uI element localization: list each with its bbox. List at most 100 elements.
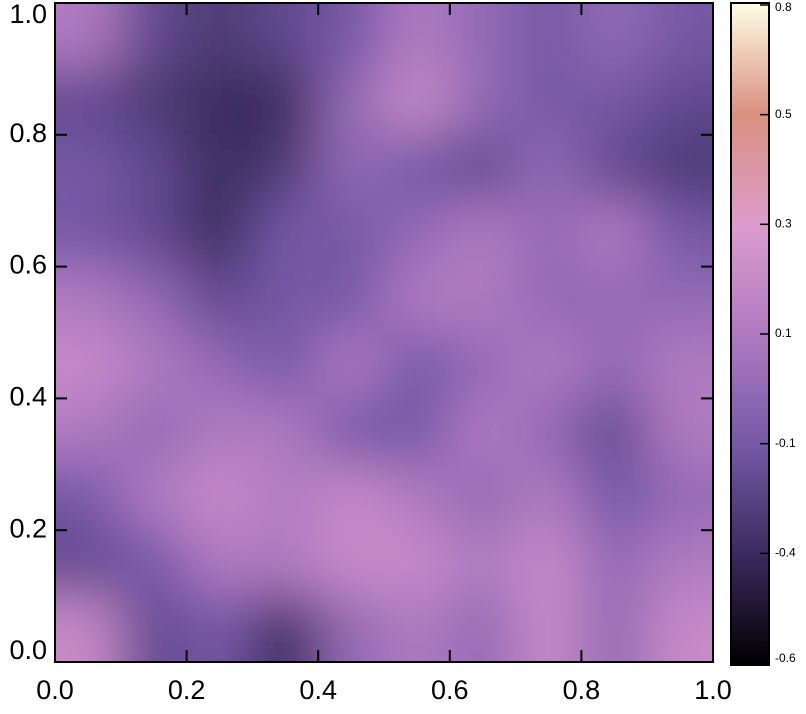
heatmap-cell: [317, 3, 385, 70]
heatmap-cell: [580, 463, 648, 531]
heatmap-cell: [120, 134, 188, 202]
heatmap-cell: [449, 200, 517, 268]
y-tick-label: 1.0: [9, 0, 47, 29]
heatmap-cell: [383, 266, 451, 333]
heatmap-cell: [186, 200, 253, 268]
heatmap-cell: [646, 68, 713, 136]
heatmap-cell: [646, 595, 713, 662]
heatmap-cell: [515, 3, 582, 70]
heatmap-cell: [580, 595, 648, 662]
x-tick-label: 0.2: [168, 675, 206, 705]
heatmap-cell: [186, 3, 253, 70]
heatmap-cell: [383, 3, 451, 70]
colorbar-tick-label: 0.3: [775, 217, 792, 231]
heatmap-cell: [383, 595, 451, 662]
heatmap-cell: [55, 134, 122, 202]
heatmap-cell: [55, 595, 122, 662]
heatmap-cell: [251, 463, 319, 531]
heatmap-cell: [449, 397, 517, 465]
plot-frame: [54, 2, 714, 663]
heatmap-cell: [55, 68, 122, 136]
heatmap-cell: [580, 134, 648, 202]
x-tick-label: 0.6: [431, 675, 469, 705]
heatmap-cell: [55, 463, 122, 531]
heatmap-cell: [317, 529, 385, 597]
y-tick-label: 0.6: [9, 250, 47, 280]
heatmap-cell: [55, 397, 122, 465]
heatmap-cell: [646, 397, 713, 465]
heatmap-cell: [580, 332, 648, 399]
heatmap-cell: [251, 134, 319, 202]
heatmap-cell: [120, 529, 188, 597]
heatmap-cell: [186, 134, 253, 202]
heatmap-cell: [186, 68, 253, 136]
heatmap-cell: [515, 463, 582, 531]
heatmap-cell: [317, 266, 385, 333]
heatmap-cell: [383, 397, 451, 465]
heatmap-cell: [55, 200, 122, 268]
heatmap-cell: [515, 266, 582, 333]
colorbar-tick-label: 0.8: [775, 0, 792, 14]
heatmap-cell: [120, 463, 188, 531]
heatmap-cell: [646, 266, 713, 333]
colorbar-tick-label: 0.1: [775, 326, 792, 340]
heatmap-cell: [515, 134, 582, 202]
heatmap-cell: [646, 332, 713, 399]
heatmap-cell: [55, 3, 122, 70]
heatmap-cell: [515, 529, 582, 597]
heatmap-cell: [449, 3, 517, 70]
heatmap-cell: [251, 397, 319, 465]
colorbar-tick-label: -0.6: [775, 651, 796, 665]
x-tick-label: 0.8: [563, 675, 601, 705]
heatmap-cell: [646, 134, 713, 202]
heatmap-cell: [449, 529, 517, 597]
heatmap-cell: [646, 200, 713, 268]
y-tick-label: 0.8: [9, 118, 47, 148]
colorbar-tick-label: -0.4: [775, 546, 796, 560]
heatmap-cell: [55, 266, 122, 333]
heatmap-cell: [580, 266, 648, 333]
heatmap-cell: [120, 266, 188, 333]
heatmap-cell: [186, 595, 253, 662]
heatmap-cell: [120, 595, 188, 662]
heatmap-cell: [449, 68, 517, 136]
heatmap-clip: [55, 3, 713, 662]
heatmap-cell: [580, 3, 648, 70]
heatmap-cell: [580, 68, 648, 136]
heatmap-cell: [646, 463, 713, 531]
heatmap-cell: [186, 397, 253, 465]
heatmap-cell: [449, 595, 517, 662]
heatmap-cell: [515, 595, 582, 662]
heatmap-cell: [383, 529, 451, 597]
heatmap-cell: [317, 68, 385, 136]
heatmap-cell: [383, 68, 451, 136]
heatmap-cell: [120, 68, 188, 136]
heatmap-cell: [580, 397, 648, 465]
heatmap: [55, 3, 713, 662]
heatmap-cell: [580, 529, 648, 597]
heatmap-cell: [646, 3, 713, 70]
heatmap-cell: [186, 463, 253, 531]
heatmap-cell: [251, 68, 319, 136]
heatmap-cell: [120, 332, 188, 399]
heatmap-cell: [449, 463, 517, 531]
heatmap-cell: [646, 529, 713, 597]
heatmap-cell: [317, 134, 385, 202]
heatmap-cell: [449, 266, 517, 333]
heatmap-cell: [317, 463, 385, 531]
x-tick-label: 1.0: [694, 675, 732, 705]
heatmap-cell: [251, 266, 319, 333]
heatmap-cell: [449, 134, 517, 202]
x-tick-label: 0.0: [36, 675, 74, 705]
colorbar-tick-label: -0.1: [775, 436, 796, 450]
heatmap-cell: [515, 332, 582, 399]
y-tick-label: 0.4: [9, 382, 47, 412]
heatmap-cell: [120, 3, 188, 70]
heatmap-cell: [251, 200, 319, 268]
heatmap-cell: [251, 529, 319, 597]
heatmap-cell: [383, 332, 451, 399]
heatmap-cell: [383, 463, 451, 531]
heatmap-cell: [55, 332, 122, 399]
heatmap-cell: [580, 200, 648, 268]
